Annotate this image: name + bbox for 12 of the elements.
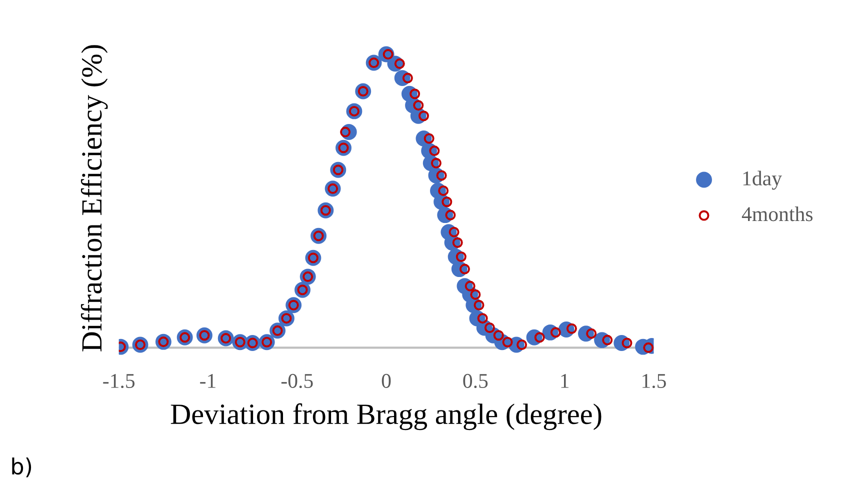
x-tick-label: 0.5 [463, 374, 488, 388]
x-tick-label: -1.5 [103, 374, 135, 388]
y-axis-title: Diffraction Efficiency (%) [80, 45, 108, 352]
legend-label: 4months [742, 206, 813, 222]
x-tick-label: 1.5 [642, 374, 666, 388]
x-tick-label: -1 [200, 374, 216, 388]
x-tick-label: 0 [382, 374, 391, 388]
x-tick-label: -0.5 [281, 374, 313, 388]
x-tick-label: 1 [561, 374, 569, 388]
legend-label: 1day [743, 170, 782, 190]
x-axis-title: Deviation from Bragg angle (degree) [170, 403, 602, 430]
text: b) [12, 457, 32, 478]
